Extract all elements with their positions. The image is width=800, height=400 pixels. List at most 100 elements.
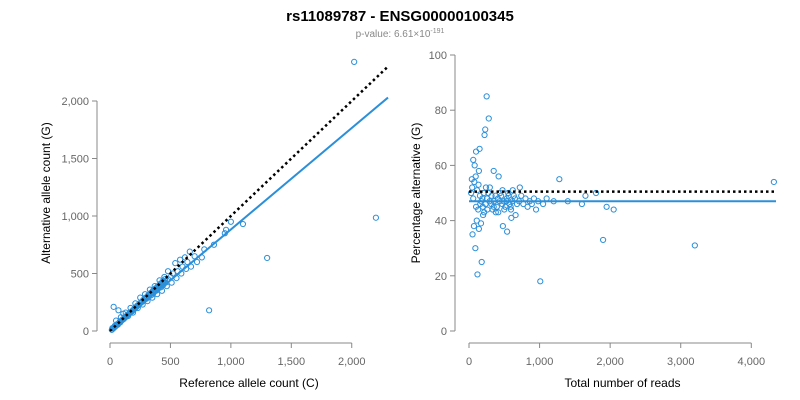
y-tick-label: 80: [435, 105, 447, 117]
data-point: [483, 93, 490, 100]
x-tick-label: 1,000: [526, 356, 554, 368]
y-axis-title: Percentage alternative (G): [409, 123, 423, 264]
x-tick-label: 0: [466, 356, 472, 368]
scatter-panel-left: 0 500 1,000 1,500 2,000 0 500 1,000 1,500 2,000 Re…: [39, 58, 389, 390]
data-point: [472, 203, 480, 210]
pvalue-exponent: -191: [430, 28, 444, 35]
data-point: [161, 276, 169, 283]
data-point: [501, 206, 508, 213]
data-point: [610, 206, 617, 213]
data-point: [481, 209, 488, 216]
data-point: [177, 256, 184, 263]
y-axis-title: Alternative allele count (G): [39, 122, 53, 263]
data-point: [516, 184, 523, 191]
data-point: [603, 203, 610, 210]
chart-title: rs11089787 - ENSG00000100345: [286, 8, 514, 25]
y-tick-label: 20: [435, 271, 447, 283]
data-point: [473, 217, 480, 224]
x-tick-label: 2,000: [596, 356, 624, 368]
data-point: [470, 156, 477, 163]
data-point: [193, 258, 201, 266]
data-point: [524, 203, 531, 210]
data-point: [115, 307, 122, 314]
data-point: [351, 58, 358, 66]
fit-line: [109, 96, 389, 332]
data-point: [508, 214, 515, 221]
data-point: [509, 187, 516, 194]
data-point: [489, 206, 496, 213]
data-point: [475, 167, 482, 175]
data-point: [472, 245, 479, 252]
data-point: [480, 211, 487, 219]
y-tick-label: 0: [83, 326, 89, 338]
x-tick-label: 0: [107, 356, 113, 368]
data-point: [372, 214, 380, 221]
y-tick-label: 1,000: [61, 211, 89, 223]
data-point: [227, 218, 234, 225]
data-point: [499, 223, 506, 230]
data-point: [172, 260, 179, 267]
data-point: [582, 192, 589, 199]
x-tick-label: 4,000: [738, 356, 766, 368]
y-tick-label: 0: [441, 326, 447, 338]
y-tick-label: 40: [435, 216, 447, 228]
data-point: [469, 184, 476, 191]
data-point: [474, 187, 481, 194]
data-point: [495, 209, 502, 216]
data-point: [691, 242, 698, 249]
data-point: [472, 173, 479, 180]
data-point: [239, 220, 247, 228]
data-point: [498, 192, 505, 199]
x-tick-label: 1,000: [217, 356, 245, 368]
data-point: [481, 131, 488, 139]
data-point: [502, 203, 509, 210]
data-point: [485, 115, 492, 122]
data-point: [599, 236, 607, 244]
data-point: [770, 178, 777, 186]
data-point: [184, 258, 191, 266]
data-point: [475, 181, 482, 188]
data-point: [482, 126, 489, 133]
data-point: [477, 220, 485, 227]
data-point: [476, 192, 484, 199]
data-point: [469, 231, 476, 238]
data-point: [537, 278, 544, 285]
data-point: [472, 148, 480, 155]
data-point: [476, 145, 483, 152]
data-point: [485, 189, 492, 197]
y-tick-label: 1,500: [61, 154, 89, 166]
data-point: [478, 258, 485, 266]
x-tick-label: 3,000: [667, 356, 695, 368]
y-tick-label: 100: [429, 50, 447, 62]
x-axis-title: Reference allele count (C): [179, 376, 318, 390]
y-tick-label: 2,000: [61, 96, 89, 108]
scatter-panel-right: 0 20 40 60 80 100 0 1,000 2,000 3,000 4,000 Total n…: [409, 50, 777, 390]
data-point: [556, 176, 563, 183]
y-tick-label: 500: [71, 269, 89, 281]
data-point: [518, 192, 525, 199]
data-point: [206, 307, 213, 314]
data-point: [532, 206, 540, 213]
x-tick-label: 500: [161, 356, 179, 368]
pvalue-prefix: p-value: 6.61×10: [356, 29, 431, 40]
data-point: [510, 192, 517, 199]
data-point: [512, 211, 519, 219]
x-tick-label: 1,500: [278, 356, 306, 368]
data-point: [493, 203, 500, 210]
data-point: [486, 184, 493, 191]
data-point: [110, 303, 117, 310]
data-point: [495, 173, 502, 180]
data-point: [264, 254, 271, 262]
reference-line: [109, 65, 389, 332]
x-tick-label: 2,000: [338, 356, 366, 368]
data-point: [470, 223, 478, 230]
data-point: [507, 206, 515, 213]
data-point: [490, 167, 497, 175]
data-point: [471, 162, 478, 169]
x-axis-title: Total number of reads: [564, 376, 680, 390]
data-point: [164, 268, 172, 275]
data-point: [482, 184, 490, 191]
data-point: [504, 228, 511, 235]
